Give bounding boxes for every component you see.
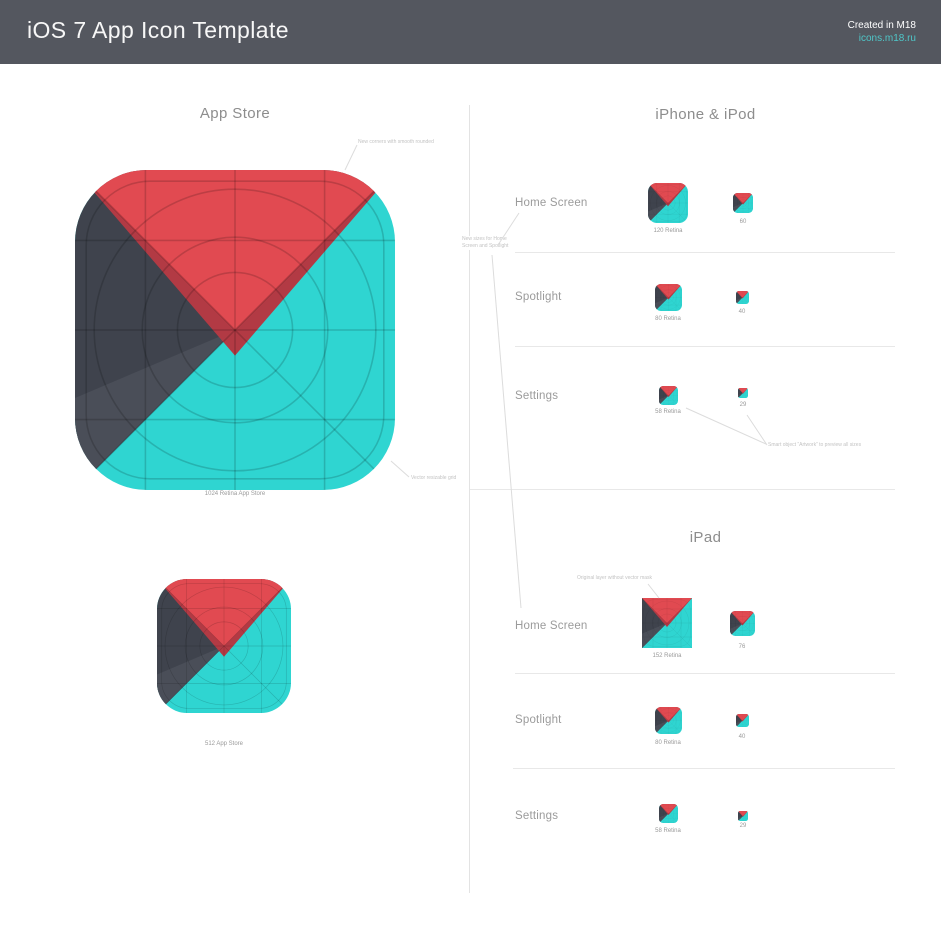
page-title: iOS 7 App Icon Template [27, 17, 289, 43]
icon-58-retina [659, 386, 678, 405]
caption-120-retina: 120 Retina [653, 228, 683, 234]
annotation-new-sizes: New sizes for Home Screen and Spotlight [462, 236, 509, 250]
caption-ipad-80-retina: 80 Retina [655, 740, 681, 746]
line-new-corners [344, 144, 358, 171]
author-link[interactable]: icons.m18.ru [858, 33, 916, 44]
caption-ipad-58-retina: 58 Retina [655, 828, 681, 834]
annotation-new-sizes-line1: New sizes for Home [462, 236, 507, 242]
caption-512: 512 App Store [204, 741, 244, 747]
caption-29: 29 [739, 402, 747, 408]
row-divider [513, 768, 895, 769]
line-original-layer [647, 583, 660, 599]
section-divider [470, 489, 895, 490]
icon-ipad-58-retina [659, 804, 678, 823]
heading-iphone-ipod: iPhone & iPod [655, 106, 756, 123]
caption-1024: 1024 Retina App Store [204, 491, 266, 497]
label-ipad-spotlight: Spotlight [515, 714, 562, 726]
header-bar: iOS 7 App Icon Template Created in M18 i… [0, 0, 941, 64]
heading-ipad: iPad [689, 529, 722, 546]
label-ipad-home-screen: Home Screen [515, 620, 588, 632]
icon-40 [736, 291, 749, 304]
icon-80-retina [655, 284, 682, 311]
caption-ipad-40: 40 [738, 734, 746, 740]
caption-40: 40 [738, 309, 746, 315]
row-divider [515, 252, 895, 253]
credit-text: Created in M18 [847, 20, 916, 31]
icon-60 [733, 193, 753, 213]
annotation-smart-object: Smart object “Artwork” to preview all si… [768, 442, 862, 449]
icon-29 [738, 388, 748, 398]
caption-152-retina: 152 Retina [652, 653, 682, 659]
label-iphone-spotlight: Spotlight [515, 291, 562, 303]
icon-ipad-80-retina [655, 707, 682, 734]
app-icon-512 [157, 579, 291, 713]
caption-80-retina: 80 Retina [655, 316, 681, 322]
annotation-original-layer: Original layer without vector mask [577, 575, 653, 582]
icon-120-retina [648, 183, 688, 223]
header-credit-block: Created in M18 icons.m18.ru [848, 17, 916, 45]
line-new-sizes-down [491, 254, 522, 609]
row-divider [515, 673, 895, 674]
column-divider [469, 105, 470, 893]
label-iphone-settings: Settings [515, 390, 559, 402]
label-ipad-settings: Settings [515, 810, 559, 822]
caption-76: 76 [738, 644, 746, 650]
caption-ipad-29: 29 [739, 823, 747, 829]
icon-ipad-40 [736, 714, 749, 727]
caption-58-retina: 58 Retina [655, 409, 681, 415]
row-divider [515, 346, 895, 347]
heading-app-store: App Store [199, 105, 271, 122]
icon-76 [730, 611, 755, 636]
icon-152-retina-square [642, 598, 692, 648]
annotation-new-sizes-line2: Screen and Spotlight [462, 243, 509, 249]
icon-ipad-29 [738, 811, 748, 821]
app-icon-1024-retina [75, 170, 395, 490]
caption-60: 60 [739, 219, 747, 225]
label-iphone-home-screen: Home Screen [515, 197, 588, 209]
annotation-vector-grid: Vector resizable grid [411, 475, 457, 482]
annotation-new-corners: New corners with smooth rounded [358, 139, 434, 146]
line-smart-object-2 [746, 414, 768, 446]
